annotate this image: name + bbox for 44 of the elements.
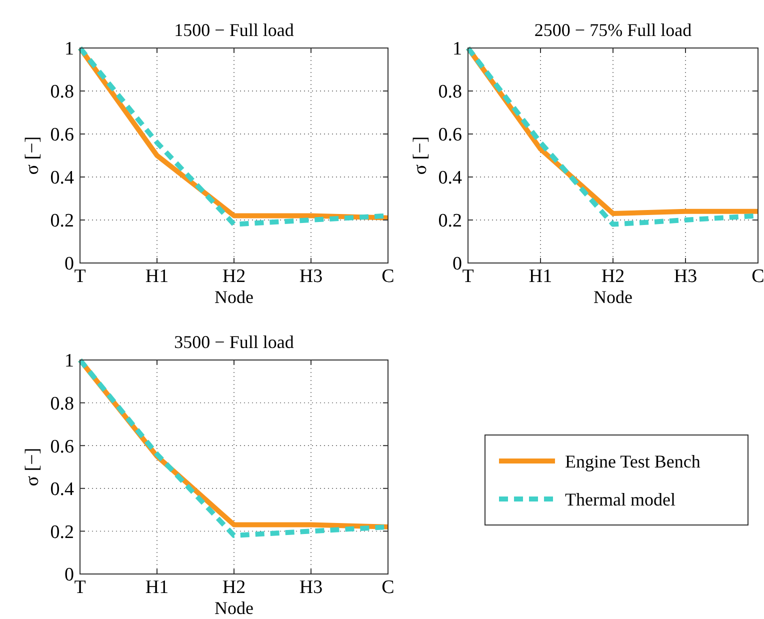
x-axis-title: Node — [594, 287, 632, 307]
y-tick-label: 0.6 — [438, 124, 462, 146]
x-tick-label: H1 — [145, 266, 169, 287]
y-axis-title: σ [−] — [22, 136, 43, 175]
x-tick-label: H2 — [222, 577, 246, 598]
x-tick-label: T — [74, 266, 86, 287]
x-tick-label: C — [752, 266, 764, 287]
x-tick-label: H3 — [299, 577, 323, 598]
legend-label: Engine Test Bench — [565, 451, 700, 472]
x-tick-label: H1 — [145, 577, 169, 598]
y-tick-label: 0.2 — [438, 210, 462, 232]
y-tick-label: 0.4 — [50, 479, 74, 500]
y-axis-title: σ [−] — [22, 448, 43, 486]
x-tick-label: H2 — [601, 266, 625, 287]
legend-label: Thermal model — [565, 489, 676, 510]
y-tick-label: 0 — [452, 254, 462, 275]
x-tick-label: T — [462, 266, 474, 287]
y-tick-label: 0.6 — [50, 124, 74, 146]
x-tick-label: H3 — [299, 266, 323, 287]
y-tick-label: 0.4 — [50, 168, 74, 189]
y-tick-label: 0.4 — [438, 168, 462, 189]
y-tick-label: 1 — [452, 38, 462, 60]
y-tick-label: 0 — [64, 254, 74, 275]
y-tick-label: 0.2 — [50, 522, 74, 543]
y-tick-label: 0 — [64, 564, 74, 586]
x-axis-title: Node — [214, 598, 254, 618]
x-tick-label: C — [382, 577, 394, 598]
chart-title: 2500 − 75% Full load — [534, 20, 692, 40]
y-tick-label: 0.8 — [50, 82, 74, 103]
chart-title: 3500 − Full load — [174, 332, 294, 352]
x-axis-title: Node — [214, 287, 254, 307]
x-tick-label: H3 — [674, 266, 698, 287]
x-tick-label: T — [74, 577, 86, 598]
y-tick-label: 0.2 — [50, 210, 74, 232]
x-tick-label: H1 — [528, 266, 552, 287]
y-tick-label: 0.6 — [50, 436, 74, 458]
y-tick-label: 0.8 — [438, 82, 462, 103]
y-tick-label: 1 — [64, 38, 74, 60]
y-axis-title: σ [−] — [410, 136, 431, 175]
x-tick-label: H2 — [222, 266, 246, 287]
chart-title: 1500 − Full load — [174, 20, 294, 40]
x-tick-label: C — [382, 266, 394, 287]
y-tick-label: 0.8 — [50, 393, 74, 414]
y-tick-label: 1 — [64, 350, 74, 372]
